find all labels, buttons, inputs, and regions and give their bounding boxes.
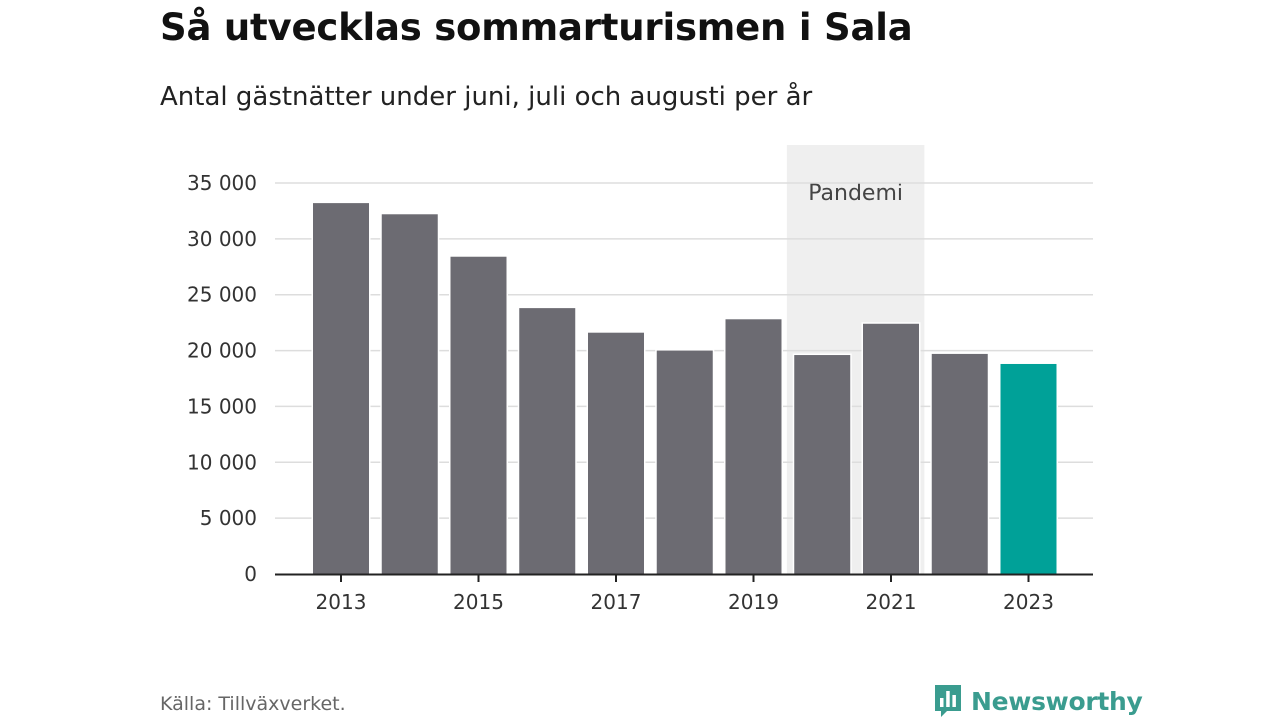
bar-2019	[724, 317, 783, 576]
bar-2021	[861, 322, 921, 576]
chart-subtitle: Antal gästnätter under juni, juli och au…	[160, 82, 813, 112]
bar-chart: Pandemi 0 5 000 10 000 15 000 20 000 25 000 30…	[187, 145, 1093, 614]
bar-2022	[930, 352, 990, 576]
y-tick-label: 30 000	[187, 227, 257, 251]
newsworthy-logo: Newsworthy	[933, 683, 1143, 719]
pandemic-label: Pandemi	[808, 181, 903, 206]
newsworthy-logo-icon	[935, 685, 961, 717]
x-tick-label: 2023	[1003, 590, 1054, 614]
bar-2023	[999, 362, 1058, 576]
y-tick-label: 15 000	[187, 394, 257, 418]
x-tick-label: 2021	[866, 590, 917, 614]
x-tick-label: 2017	[591, 590, 642, 614]
y-tick-label: 5 000	[200, 506, 257, 530]
y-tick-label: 0	[244, 562, 257, 586]
y-tick-label: 20 000	[187, 339, 257, 363]
y-tick-label: 25 000	[187, 283, 257, 307]
bar-2015	[449, 255, 508, 576]
y-tick-label: 10 000	[187, 450, 257, 474]
x-tick-label: 2019	[728, 590, 779, 614]
x-tick-label: 2015	[453, 590, 504, 614]
bar-2013	[311, 201, 371, 576]
bar-2018	[655, 349, 715, 576]
chart-title: Så utvecklas sommarturismen i Sala	[160, 6, 913, 49]
bar-2020	[792, 353, 852, 576]
x-tick-label: 2013	[316, 590, 367, 614]
source-note: Källa: Tillväxverket.	[160, 693, 346, 715]
bar-2014	[380, 212, 440, 576]
y-tick-label: 35 000	[187, 171, 257, 195]
newsworthy-logo-text: Newsworthy	[971, 686, 1143, 716]
bar-2016	[517, 306, 577, 576]
bar-2017	[586, 331, 646, 576]
